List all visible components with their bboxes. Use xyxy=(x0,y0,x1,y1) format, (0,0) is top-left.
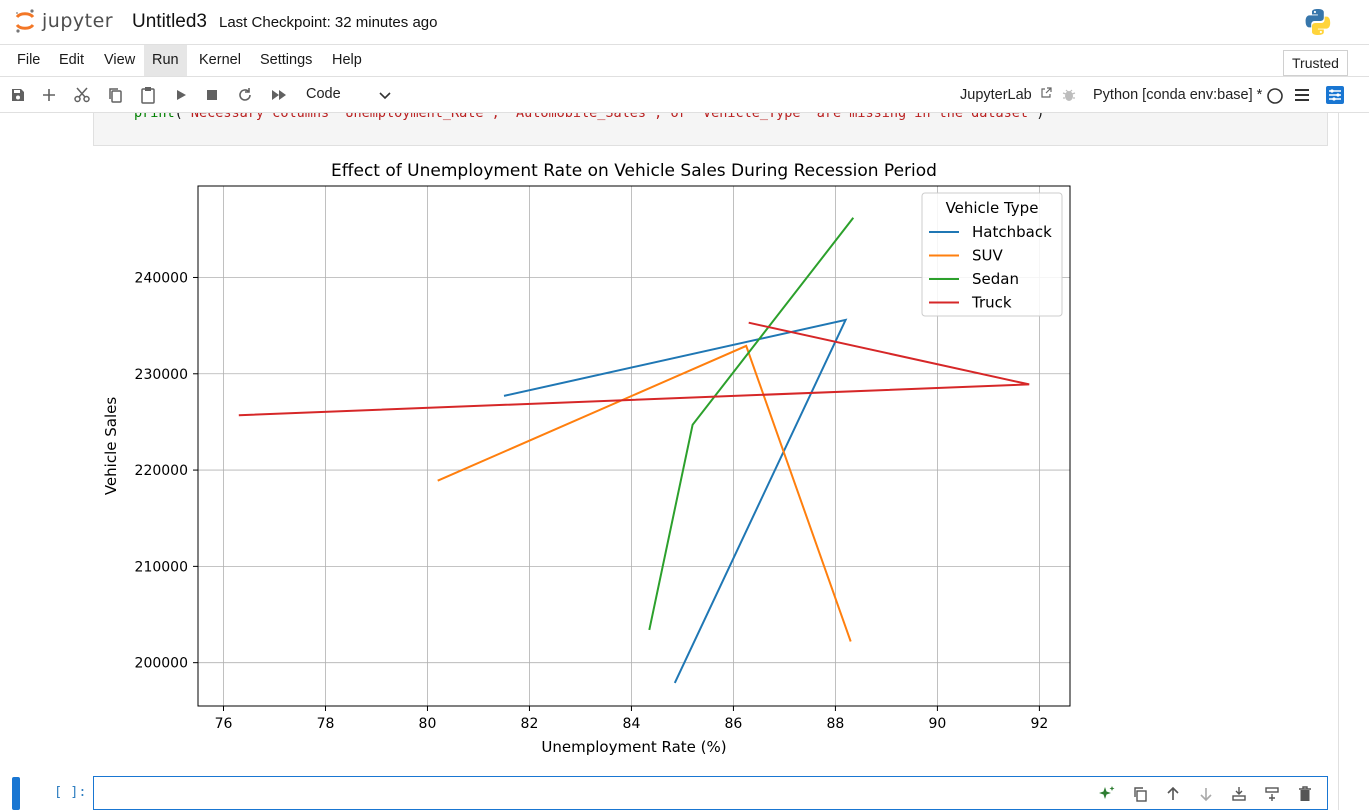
scrollbar[interactable] xyxy=(1338,113,1339,810)
x-tick-label: 76 xyxy=(215,716,233,732)
x-tick-label: 86 xyxy=(725,716,743,732)
menu-help[interactable]: Help xyxy=(332,52,362,68)
y-tick-label: 210000 xyxy=(135,559,188,575)
menu-view[interactable]: View xyxy=(104,52,136,68)
top-bar: jupyter Untitled3 Last Checkpoint: 32 mi… xyxy=(0,0,1369,45)
delete-cell-icon[interactable] xyxy=(1288,783,1321,805)
y-tick-label: 220000 xyxy=(135,463,188,479)
series-line-suv xyxy=(437,344,852,642)
add-cell-icon[interactable] xyxy=(39,85,59,105)
x-tick-label: 84 xyxy=(623,716,641,732)
code-string: "Necessary columns 'Unemployment_Rate', … xyxy=(182,113,1037,121)
menu-settings[interactable]: Settings xyxy=(260,52,313,68)
series-line-sedan xyxy=(648,217,855,631)
checkpoint-status: Last Checkpoint: 32 minutes ago xyxy=(219,14,438,31)
debugger-bug-icon[interactable] xyxy=(1062,88,1076,102)
active-cell-indicator xyxy=(12,777,20,810)
series-line-truck xyxy=(238,321,1030,417)
trusted-badge[interactable]: Trusted xyxy=(1283,50,1348,76)
insert-below-icon[interactable] xyxy=(1255,783,1288,805)
notebook-toolbar: Code JupyterLab Python [conda env:base] … xyxy=(0,77,1369,113)
menu-file[interactable]: File xyxy=(17,52,41,68)
menu-list-icon[interactable] xyxy=(1294,88,1310,102)
x-ticks: 76 78 80 82 84 86 88 90 92 xyxy=(215,706,1048,732)
notebook-title[interactable]: Untitled3 xyxy=(132,11,207,32)
y-ticks: 200000 210000 220000 230000 240000 xyxy=(135,270,198,672)
empty-code-cell[interactable] xyxy=(93,776,1328,810)
recession-chart: 76 78 80 82 84 86 88 90 92 200000 210000 220000 230… xyxy=(102,161,1071,756)
x-tick-label: 92 xyxy=(1030,716,1048,732)
legend-label-sedan: Sedan xyxy=(972,270,1019,288)
y-tick-label: 200000 xyxy=(135,656,188,672)
chart-title: Effect of Unemployment Rate on Vehicle S… xyxy=(331,161,937,181)
legend-title: Vehicle Type xyxy=(946,199,1039,217)
cell-type-select[interactable]: Code xyxy=(306,86,341,102)
legend-label-hatchback: Hatchback xyxy=(972,223,1052,241)
y-tick-label: 230000 xyxy=(135,367,188,383)
jupyter-logo-icon xyxy=(15,9,35,33)
x-tick-label: 82 xyxy=(521,716,539,732)
code-line: print("Necessary columns 'Unemployment_R… xyxy=(134,113,1044,121)
move-down-icon[interactable] xyxy=(1189,783,1222,805)
run-all-icon[interactable] xyxy=(269,85,289,105)
kernel-status-idle-icon xyxy=(1267,88,1283,104)
jupyterlab-label: JupyterLab xyxy=(960,87,1032,103)
copy-icon[interactable] xyxy=(105,85,125,105)
chart-grid xyxy=(198,186,1070,706)
x-tick-label: 88 xyxy=(827,716,845,732)
code-cell-input[interactable]: print("Necessary columns 'Unemployment_R… xyxy=(93,113,1328,146)
python-logo-icon xyxy=(1305,9,1331,35)
notebook-panel: print("Necessary columns 'Unemployment_R… xyxy=(0,113,1369,810)
jupyter-logo-text: jupyter xyxy=(42,10,114,32)
legend-box xyxy=(921,192,1063,317)
plot-frame xyxy=(197,185,1071,707)
save-icon[interactable] xyxy=(8,85,28,105)
code-function: print xyxy=(134,113,175,121)
x-tick-label: 80 xyxy=(419,716,437,732)
legend-label-suv: SUV xyxy=(972,247,1004,265)
external-link-icon xyxy=(1041,87,1052,98)
x-tick-label: 78 xyxy=(317,716,335,732)
chart-series xyxy=(238,217,1030,684)
paste-icon[interactable] xyxy=(138,85,158,105)
cell-toolbar xyxy=(1090,783,1321,805)
menu-run[interactable]: Run xyxy=(144,45,187,76)
property-inspector-icon[interactable] xyxy=(1325,85,1345,105)
move-up-icon[interactable] xyxy=(1156,783,1189,805)
stop-icon[interactable] xyxy=(202,85,222,105)
kernel-name[interactable]: Python [conda env:base] * xyxy=(1093,87,1263,103)
menu-edit[interactable]: Edit xyxy=(59,52,84,68)
x-tick-label: 90 xyxy=(929,716,947,732)
restart-icon[interactable] xyxy=(235,85,255,105)
insert-above-icon[interactable] xyxy=(1222,783,1255,805)
run-icon[interactable] xyxy=(171,85,191,105)
chart-legend: Vehicle Type Hatchback SUV Sedan Truck xyxy=(921,192,1063,317)
y-axis-label: Vehicle Sales xyxy=(102,397,120,496)
legend-label-truck: Truck xyxy=(971,294,1012,312)
duplicate-cell-icon[interactable] xyxy=(1123,783,1156,805)
menu-bar: File Edit View Run Kernel Settings Help … xyxy=(0,45,1369,77)
ai-sparkle-icon[interactable] xyxy=(1090,783,1123,805)
cut-icon[interactable] xyxy=(72,85,92,105)
cell-prompt: [ ]: xyxy=(54,784,87,800)
menu-kernel[interactable]: Kernel xyxy=(199,52,241,68)
y-tick-label: 240000 xyxy=(135,270,188,286)
chevron-down-icon[interactable] xyxy=(377,87,393,103)
x-axis-label: Unemployment Rate (%) xyxy=(541,738,726,756)
series-line-hatchback xyxy=(503,318,848,684)
jupyterlab-link[interactable]: JupyterLab xyxy=(960,87,1052,103)
jupyter-logo[interactable]: jupyter xyxy=(14,8,113,34)
